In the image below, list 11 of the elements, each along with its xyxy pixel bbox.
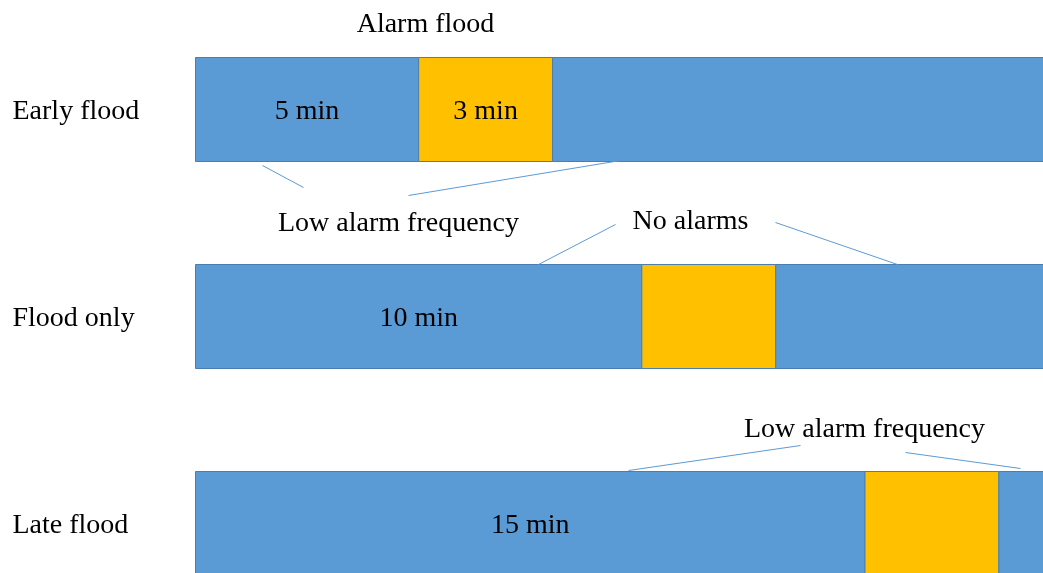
data-label: 10 min: [379, 301, 458, 332]
data-label: 5 min: [274, 94, 340, 125]
annotation: Low alarm frequency: [278, 206, 519, 237]
y-tick-label: Late flood: [12, 508, 129, 539]
data-label: 3 min: [453, 94, 518, 125]
annotation: Low alarm frequency: [744, 412, 985, 443]
annotation: Alarm flood: [356, 7, 495, 38]
y-tick-label: Flood only: [12, 301, 135, 332]
data-label: 15 min: [490, 508, 570, 539]
y-tick-label: Early flood: [12, 94, 140, 125]
annotation: No alarms: [632, 204, 749, 235]
